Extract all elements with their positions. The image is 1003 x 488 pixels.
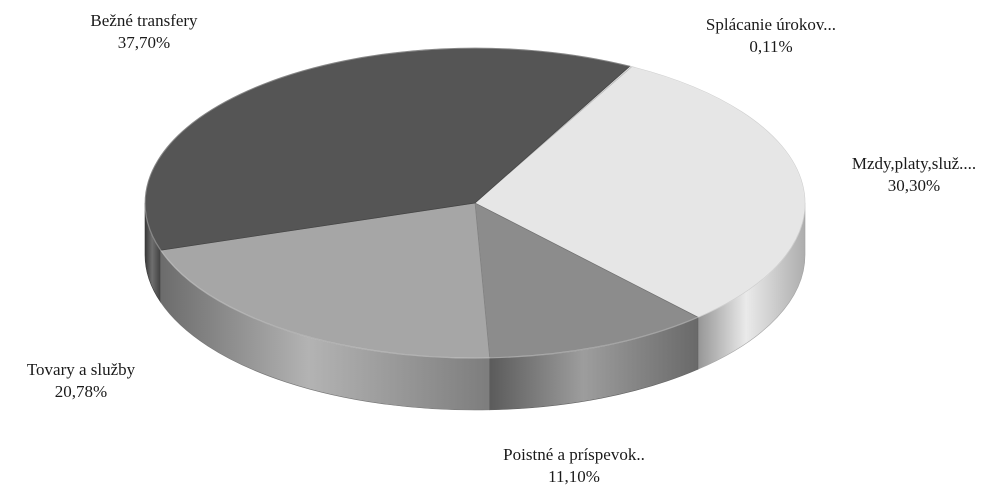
pie-top-layer — [144, 47, 806, 359]
slice-category-label: Bežné transfery — [90, 11, 198, 30]
slice-label: Bežné transfery 37,70% — [90, 11, 198, 52]
slice-label: Tovary a služby 20,78% — [27, 360, 136, 401]
pie-slice — [474, 202, 699, 359]
pie-labels-layer: Splácanie úrokov... 0,11% Mzdy,platy,služ.… — [27, 11, 976, 486]
slice-category-label: Tovary a služby — [27, 360, 136, 379]
slice-value-label: 11,10% — [548, 467, 600, 486]
pie-slice — [144, 47, 631, 251]
slice-value-label: 20,78% — [55, 382, 107, 401]
pie-rim — [144, 47, 806, 359]
slice-category-label: Splácanie úrokov... — [706, 15, 836, 34]
slice-value-label: 0,11% — [749, 37, 792, 56]
slice-value-label: 30,30% — [888, 176, 940, 195]
slice-label: Mzdy,platy,služ.... 30,30% — [852, 154, 976, 195]
pie-slice — [160, 202, 491, 359]
slice-category-label: Poistné a príspevok.. — [503, 445, 645, 464]
pie-depth-layer — [144, 202, 806, 411]
slice-value-label: 37,70% — [118, 33, 170, 52]
slice-label: Poistné a príspevok.. 11,10% — [503, 445, 645, 486]
slice-category-label: Mzdy,platy,služ.... — [852, 154, 976, 173]
slice-label: Splácanie úrokov... 0,11% — [706, 15, 836, 56]
pie-slice — [474, 66, 806, 318]
